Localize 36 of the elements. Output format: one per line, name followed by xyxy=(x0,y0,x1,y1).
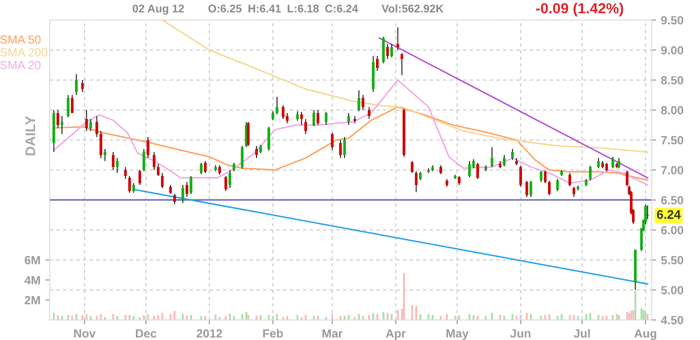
x-tick-label: Apr xyxy=(386,329,406,340)
text: L:6.18 xyxy=(288,4,319,13)
annotation: 6.24 xyxy=(656,210,681,219)
y-tick-label: 7.00 xyxy=(661,166,684,174)
text: Vol:562.92K xyxy=(382,4,444,13)
text: H:6.41 xyxy=(248,4,281,13)
x-tick-label: 2012 xyxy=(196,329,222,338)
text: O:6.25 xyxy=(208,4,242,13)
y-tick-label: 8.00 xyxy=(661,106,684,114)
y2-tick-label: 6M xyxy=(24,256,40,264)
y-tick-label: 6.00 xyxy=(661,226,684,234)
y-tick-label: 4.50 xyxy=(660,316,684,324)
x-tick-label: Jul xyxy=(574,328,590,338)
text: -0.09 (1.42%) xyxy=(536,2,624,16)
text: 02 Aug 12 xyxy=(132,4,184,15)
text: DAILY xyxy=(26,116,36,156)
y2-tick-label: 4M xyxy=(24,276,40,284)
y-tick-label: 8.50 xyxy=(661,76,684,84)
y-tick-label: 9.00 xyxy=(661,46,684,54)
x-tick-label: May xyxy=(446,329,469,340)
y-tick-label: 5.00 xyxy=(661,286,684,294)
x-tick-label: Feb xyxy=(263,328,283,338)
text: SMA 200 xyxy=(0,48,48,56)
text: SMA 50 xyxy=(0,35,41,44)
x-tick-label: Nov xyxy=(74,329,96,338)
y-tick-label: 7.50 xyxy=(661,136,684,144)
y-tick-label: 9.50 xyxy=(661,16,684,24)
x-tick-label: Dec xyxy=(136,329,156,338)
text: SMA 20 xyxy=(0,60,41,70)
text: C:6.24 xyxy=(325,4,358,13)
x-tick-label: Mar xyxy=(322,329,343,338)
y2-tick-label: 2M xyxy=(24,296,40,304)
x-tick-label: Jun xyxy=(510,329,530,338)
y-tick-label: 6.50 xyxy=(661,196,684,204)
x-tick-label: Aug xyxy=(634,329,656,340)
y-tick-label: 5.50 xyxy=(661,256,684,264)
